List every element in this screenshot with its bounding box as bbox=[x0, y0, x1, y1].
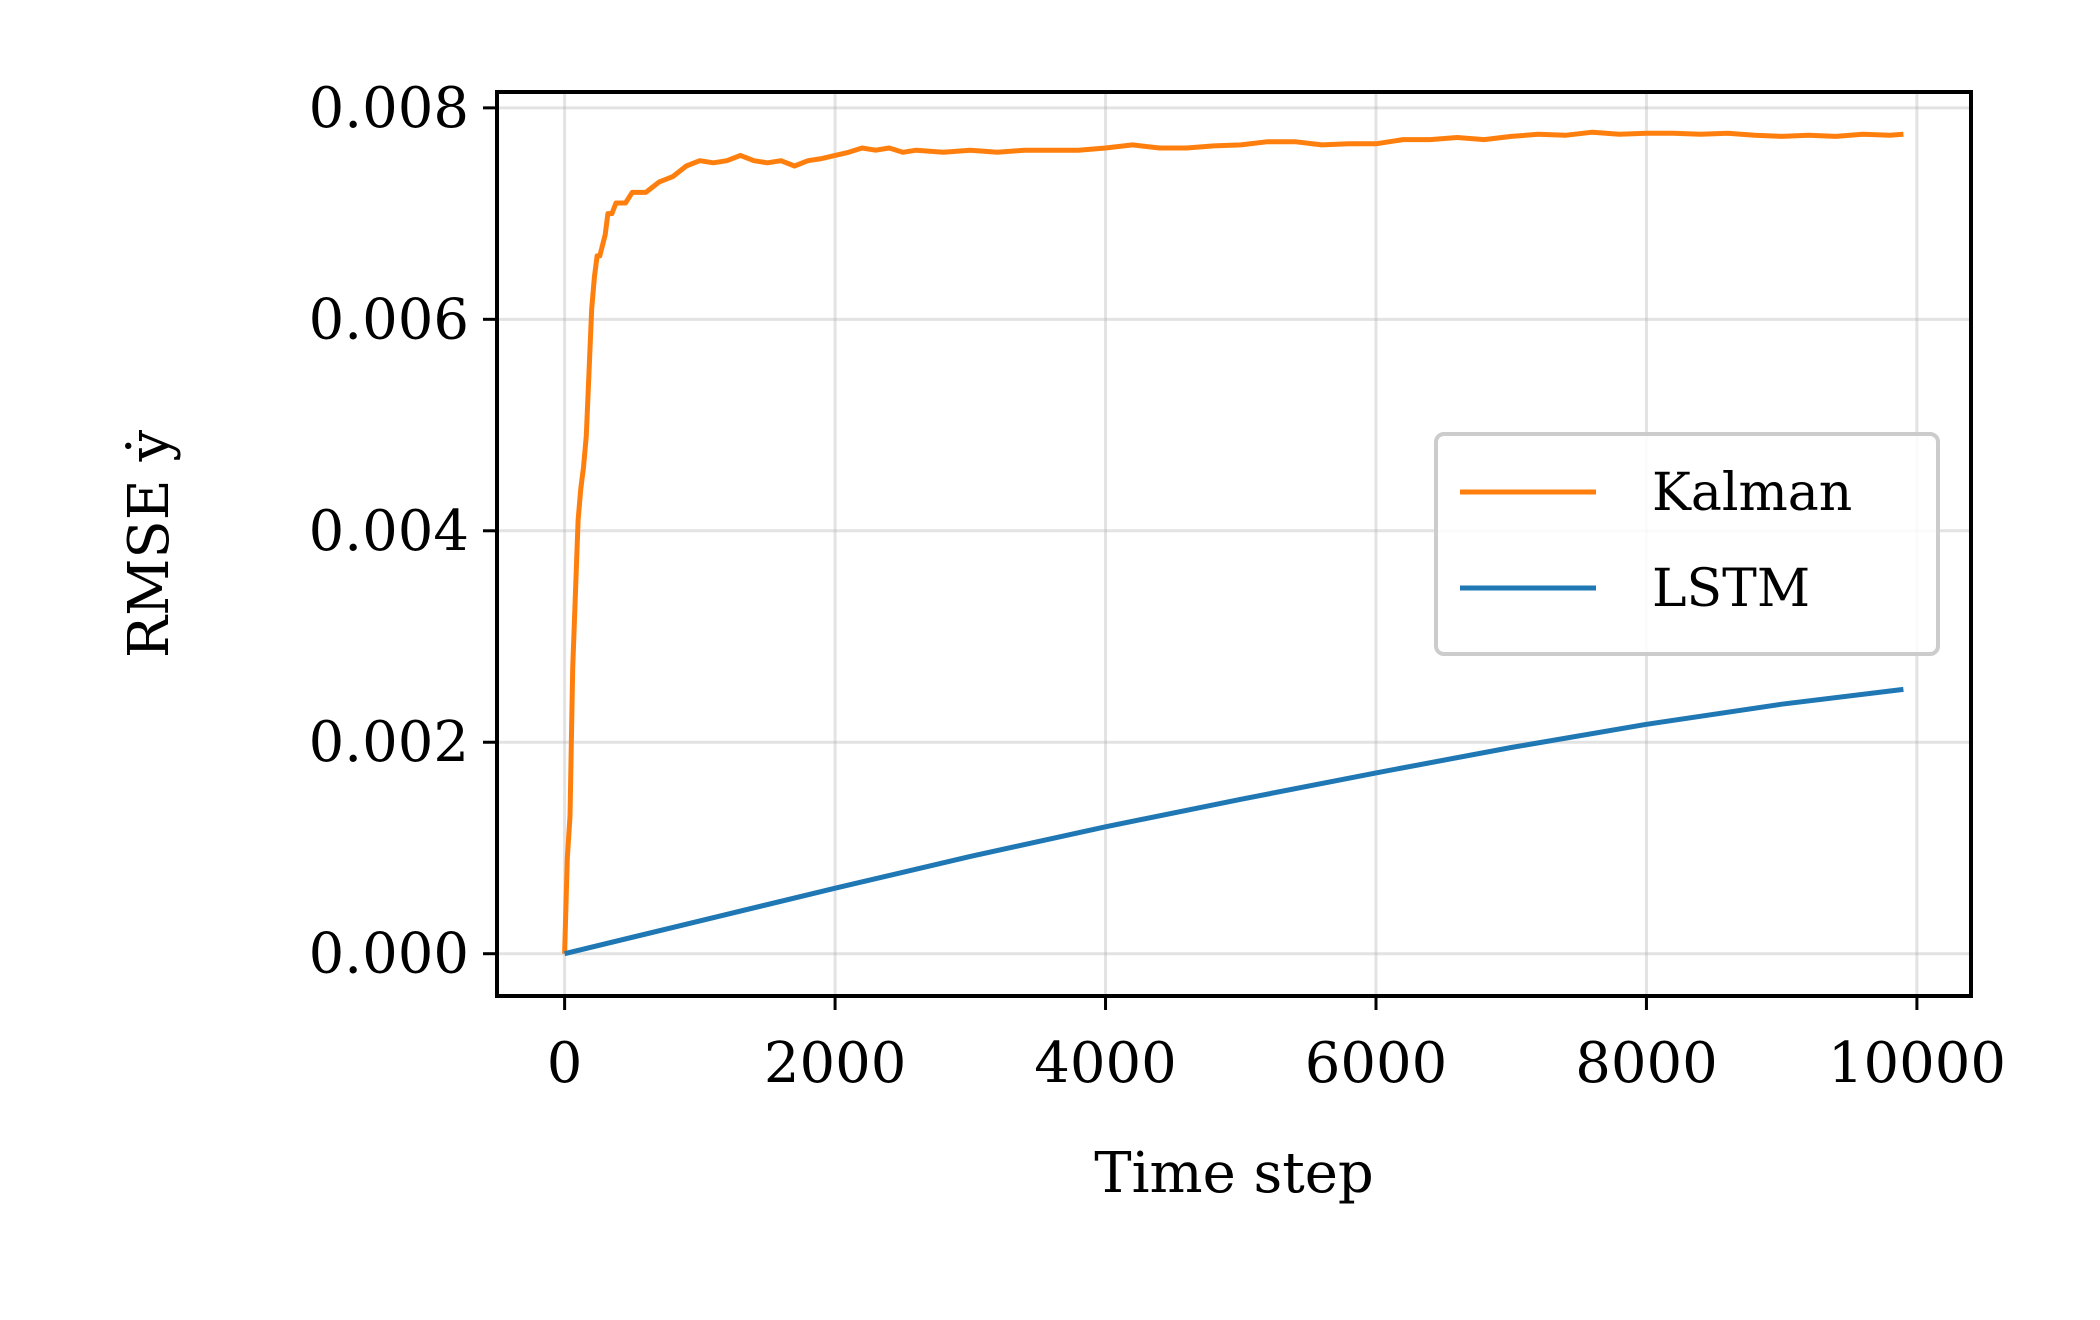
x-tick-label: 6000 bbox=[1305, 1031, 1448, 1096]
plot-area-frame bbox=[495, 90, 1973, 998]
x-tick-label: 8000 bbox=[1575, 1031, 1718, 1096]
y-tick-label: 0.006 bbox=[309, 287, 469, 352]
legend-label-kalman: Kalman bbox=[1652, 463, 1852, 523]
series-line-lstm bbox=[564, 686, 1904, 957]
x-tick-label: 2000 bbox=[764, 1031, 907, 1096]
x-axis-label: Time step bbox=[1094, 1141, 1374, 1206]
series-line-kalman bbox=[562, 129, 1904, 954]
y-tick-label: 0.000 bbox=[309, 922, 469, 987]
axis-ticks: 0 2000 4000 6000 8000 10000 0.000 0.002 0.004 0.0… bbox=[309, 76, 2006, 1096]
legend-box bbox=[1434, 432, 1940, 656]
x-tick-label: 10000 bbox=[1828, 1031, 2006, 1096]
y-tick-label: 0.008 bbox=[309, 76, 469, 141]
series-lines bbox=[562, 129, 1904, 957]
legend-label-lstm: LSTM bbox=[1652, 559, 1810, 619]
y-tick-label: 0.002 bbox=[309, 710, 469, 775]
y-axis-label: RMSE ẏ bbox=[117, 430, 182, 659]
x-tick-label: 4000 bbox=[1034, 1031, 1177, 1096]
y-tick-label: 0.004 bbox=[309, 499, 469, 564]
x-tick-label: 0 bbox=[547, 1031, 583, 1096]
legend: Kalman LSTM bbox=[1434, 432, 1940, 656]
